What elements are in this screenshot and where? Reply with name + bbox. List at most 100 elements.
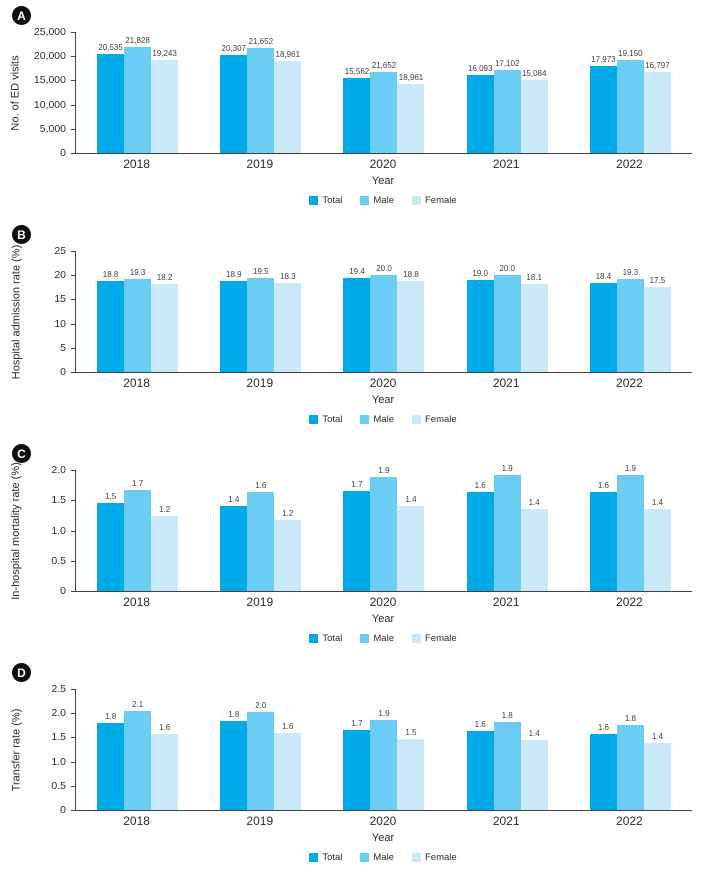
bar-value-label: 1.8: [228, 710, 240, 720]
y-tick-label: 1.5: [51, 731, 66, 744]
x-tick-label-2019: 2019: [246, 814, 274, 828]
bar-value-label: 1.8: [501, 710, 513, 720]
bar-female-2021: 18.1: [520, 273, 548, 372]
bar-value-label: 18.1: [526, 273, 542, 283]
legend-item-male: Male: [360, 195, 394, 206]
legend-label: Total: [322, 633, 343, 644]
bar-group-2022: 17,973 19,150 16,797: [569, 32, 692, 153]
bar-value-label: 2.1: [132, 699, 144, 709]
panel-a: A No. of ED visits 25,000 20,000 15,000 10,00…: [0, 0, 710, 219]
bar-value-label: 20.0: [499, 264, 515, 274]
x-tick-label-2018: 2018: [123, 376, 150, 390]
bar-value-label: 16,093: [467, 64, 493, 74]
bar-total-2022: 18.4: [589, 272, 617, 372]
legend: Total Male Female: [75, 852, 691, 863]
bar-female-2021: 15,084: [520, 69, 548, 153]
x-tick-label-2019: 2019: [246, 595, 274, 609]
x-tick-label-2021: 2021: [492, 376, 520, 390]
y-tick-label: 1.5: [51, 494, 66, 507]
bar-value-label: 1.2: [159, 504, 171, 514]
plot-area: 18.8 19.3 18.2 18.9 19.5 18.3 19.4 20.0 18.8 19.0…: [75, 251, 692, 373]
bar-total-2022: 1.6: [589, 723, 617, 810]
y-tick-mark: [71, 153, 75, 154]
bar-value-label: 18,961: [275, 50, 301, 60]
y-tick-mark: [71, 713, 75, 715]
bar-total-2022: 17,973: [589, 55, 617, 153]
legend-swatch-male: [360, 853, 370, 862]
bar-male-2019: 2.0: [247, 701, 275, 810]
legend-label: Female: [424, 195, 457, 206]
y-tick-label: 15,000: [33, 74, 66, 87]
legend-item-male: Male: [360, 633, 394, 644]
bar-male-2020: 20.0: [370, 264, 398, 372]
y-tick-label: 5,000: [39, 122, 66, 135]
bar-group-2018: 1.8 2.1 1.6: [76, 689, 199, 810]
bar-male-2022: 1.8: [616, 714, 644, 810]
legend-label: Male: [373, 633, 394, 644]
legend-item-female: Female: [411, 852, 457, 863]
bar-female-2018: 1.6: [151, 723, 179, 810]
bar-group-2018: 20,535 21,828 19,243: [76, 32, 199, 153]
bar-female-2020: 1.4: [397, 495, 425, 591]
bar-female-2022: 16,797: [643, 61, 671, 153]
x-tick-label-2020: 2020: [369, 814, 397, 828]
x-axis-title: Year: [371, 832, 395, 844]
bar-group-2020: 1.7 1.9 1.4: [322, 466, 445, 591]
legend-swatch-female: [411, 415, 421, 424]
legend: Total Male Female: [75, 633, 691, 644]
x-tick-label-2018: 2018: [123, 595, 150, 609]
bar-value-label: 19.0: [472, 269, 488, 279]
legend-swatch-total: [309, 415, 319, 424]
bar-male-2018: 19.3: [124, 268, 152, 372]
bar-total-2018: 20,535: [97, 43, 125, 153]
bar-value-label: 1.9: [624, 464, 636, 474]
bar-value-label: 18.8: [102, 270, 119, 280]
bar-total-2018: 18.8: [97, 270, 125, 372]
bar-value-label: 2.0: [255, 700, 267, 710]
y-tick-mark: [71, 56, 75, 58]
bar-female-2018: 1.2: [151, 505, 179, 591]
bar-value-label: 19.4: [349, 267, 365, 277]
legend-label: Female: [424, 633, 457, 644]
bar-total-2020: 15,562: [343, 67, 371, 153]
legend-label: Female: [424, 414, 457, 425]
x-tick-label-2019: 2019: [246, 157, 274, 171]
bar-male-2022: 19,150: [616, 49, 644, 153]
x-axis-title: Year: [371, 613, 395, 625]
bar-group-2021: 1.6 1.8 1.4: [446, 689, 569, 810]
bar-group-2021: 19.0 20.0 18.1: [446, 251, 569, 372]
legend-label: Total: [322, 414, 343, 425]
bar-total-2019: 1.4: [220, 495, 248, 591]
legend-swatch-male: [360, 196, 370, 205]
bar-total-2021: 19.0: [466, 269, 494, 372]
y-tick-mark: [71, 810, 75, 811]
y-tick-mark: [71, 275, 75, 277]
bar-value-label: 1.6: [282, 721, 294, 731]
bar-value-label: 18.3: [279, 272, 296, 282]
legend-item-female: Female: [411, 195, 457, 206]
legend-item-total: Total: [309, 633, 342, 644]
bar-value-label: 15,084: [521, 69, 547, 78]
bar-value-label: 1.6: [597, 723, 609, 733]
bar-group-2022: 1.6 1.8 1.4: [569, 689, 692, 810]
bar-total-2018: 1.8: [97, 712, 125, 810]
legend: Total Male Female: [75, 414, 691, 425]
bar-value-label: 1.6: [597, 481, 609, 491]
y-tick-mark: [71, 785, 75, 787]
y-axis-title-text: Transfer rate (%): [10, 708, 23, 791]
bar-value-label: 19.3: [622, 267, 639, 277]
y-tick-mark: [71, 104, 75, 106]
bar-value-label: 1.6: [255, 481, 267, 491]
bar-male-2018: 1.7: [124, 479, 152, 591]
bar-total-2018: 1.5: [97, 492, 125, 591]
bar-value-label: 18,961: [398, 73, 424, 83]
bar-value-label: 18.8: [403, 270, 419, 280]
bar-value-label: 1.4: [528, 497, 540, 507]
plot-area: 20,535 21,828 19,243 20,307 21,652 18,961 15,5…: [75, 32, 692, 154]
y-tick-mark: [71, 323, 75, 325]
x-tick-label-2022: 2022: [616, 814, 643, 828]
bar-value-label: 16,797: [645, 60, 670, 70]
bar-female-2018: 19,243: [151, 49, 179, 153]
panel-letter-badge: B: [12, 225, 31, 244]
x-tick-label-2021: 2021: [492, 595, 520, 609]
